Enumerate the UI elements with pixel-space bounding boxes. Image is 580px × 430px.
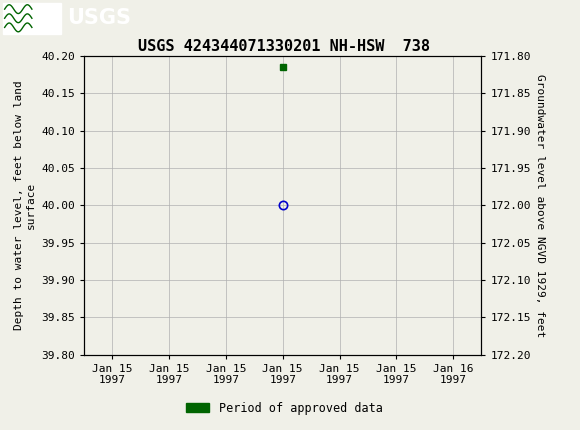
Legend: Period of approved data: Period of approved data (181, 397, 387, 420)
Text: USGS: USGS (67, 8, 130, 28)
FancyBboxPatch shape (3, 3, 61, 34)
Text: USGS 424344071330201 NH-HSW  738: USGS 424344071330201 NH-HSW 738 (138, 39, 430, 53)
Y-axis label: Depth to water level, feet below land
surface: Depth to water level, feet below land su… (14, 80, 36, 330)
Y-axis label: Groundwater level above NGVD 1929, feet: Groundwater level above NGVD 1929, feet (535, 74, 545, 337)
